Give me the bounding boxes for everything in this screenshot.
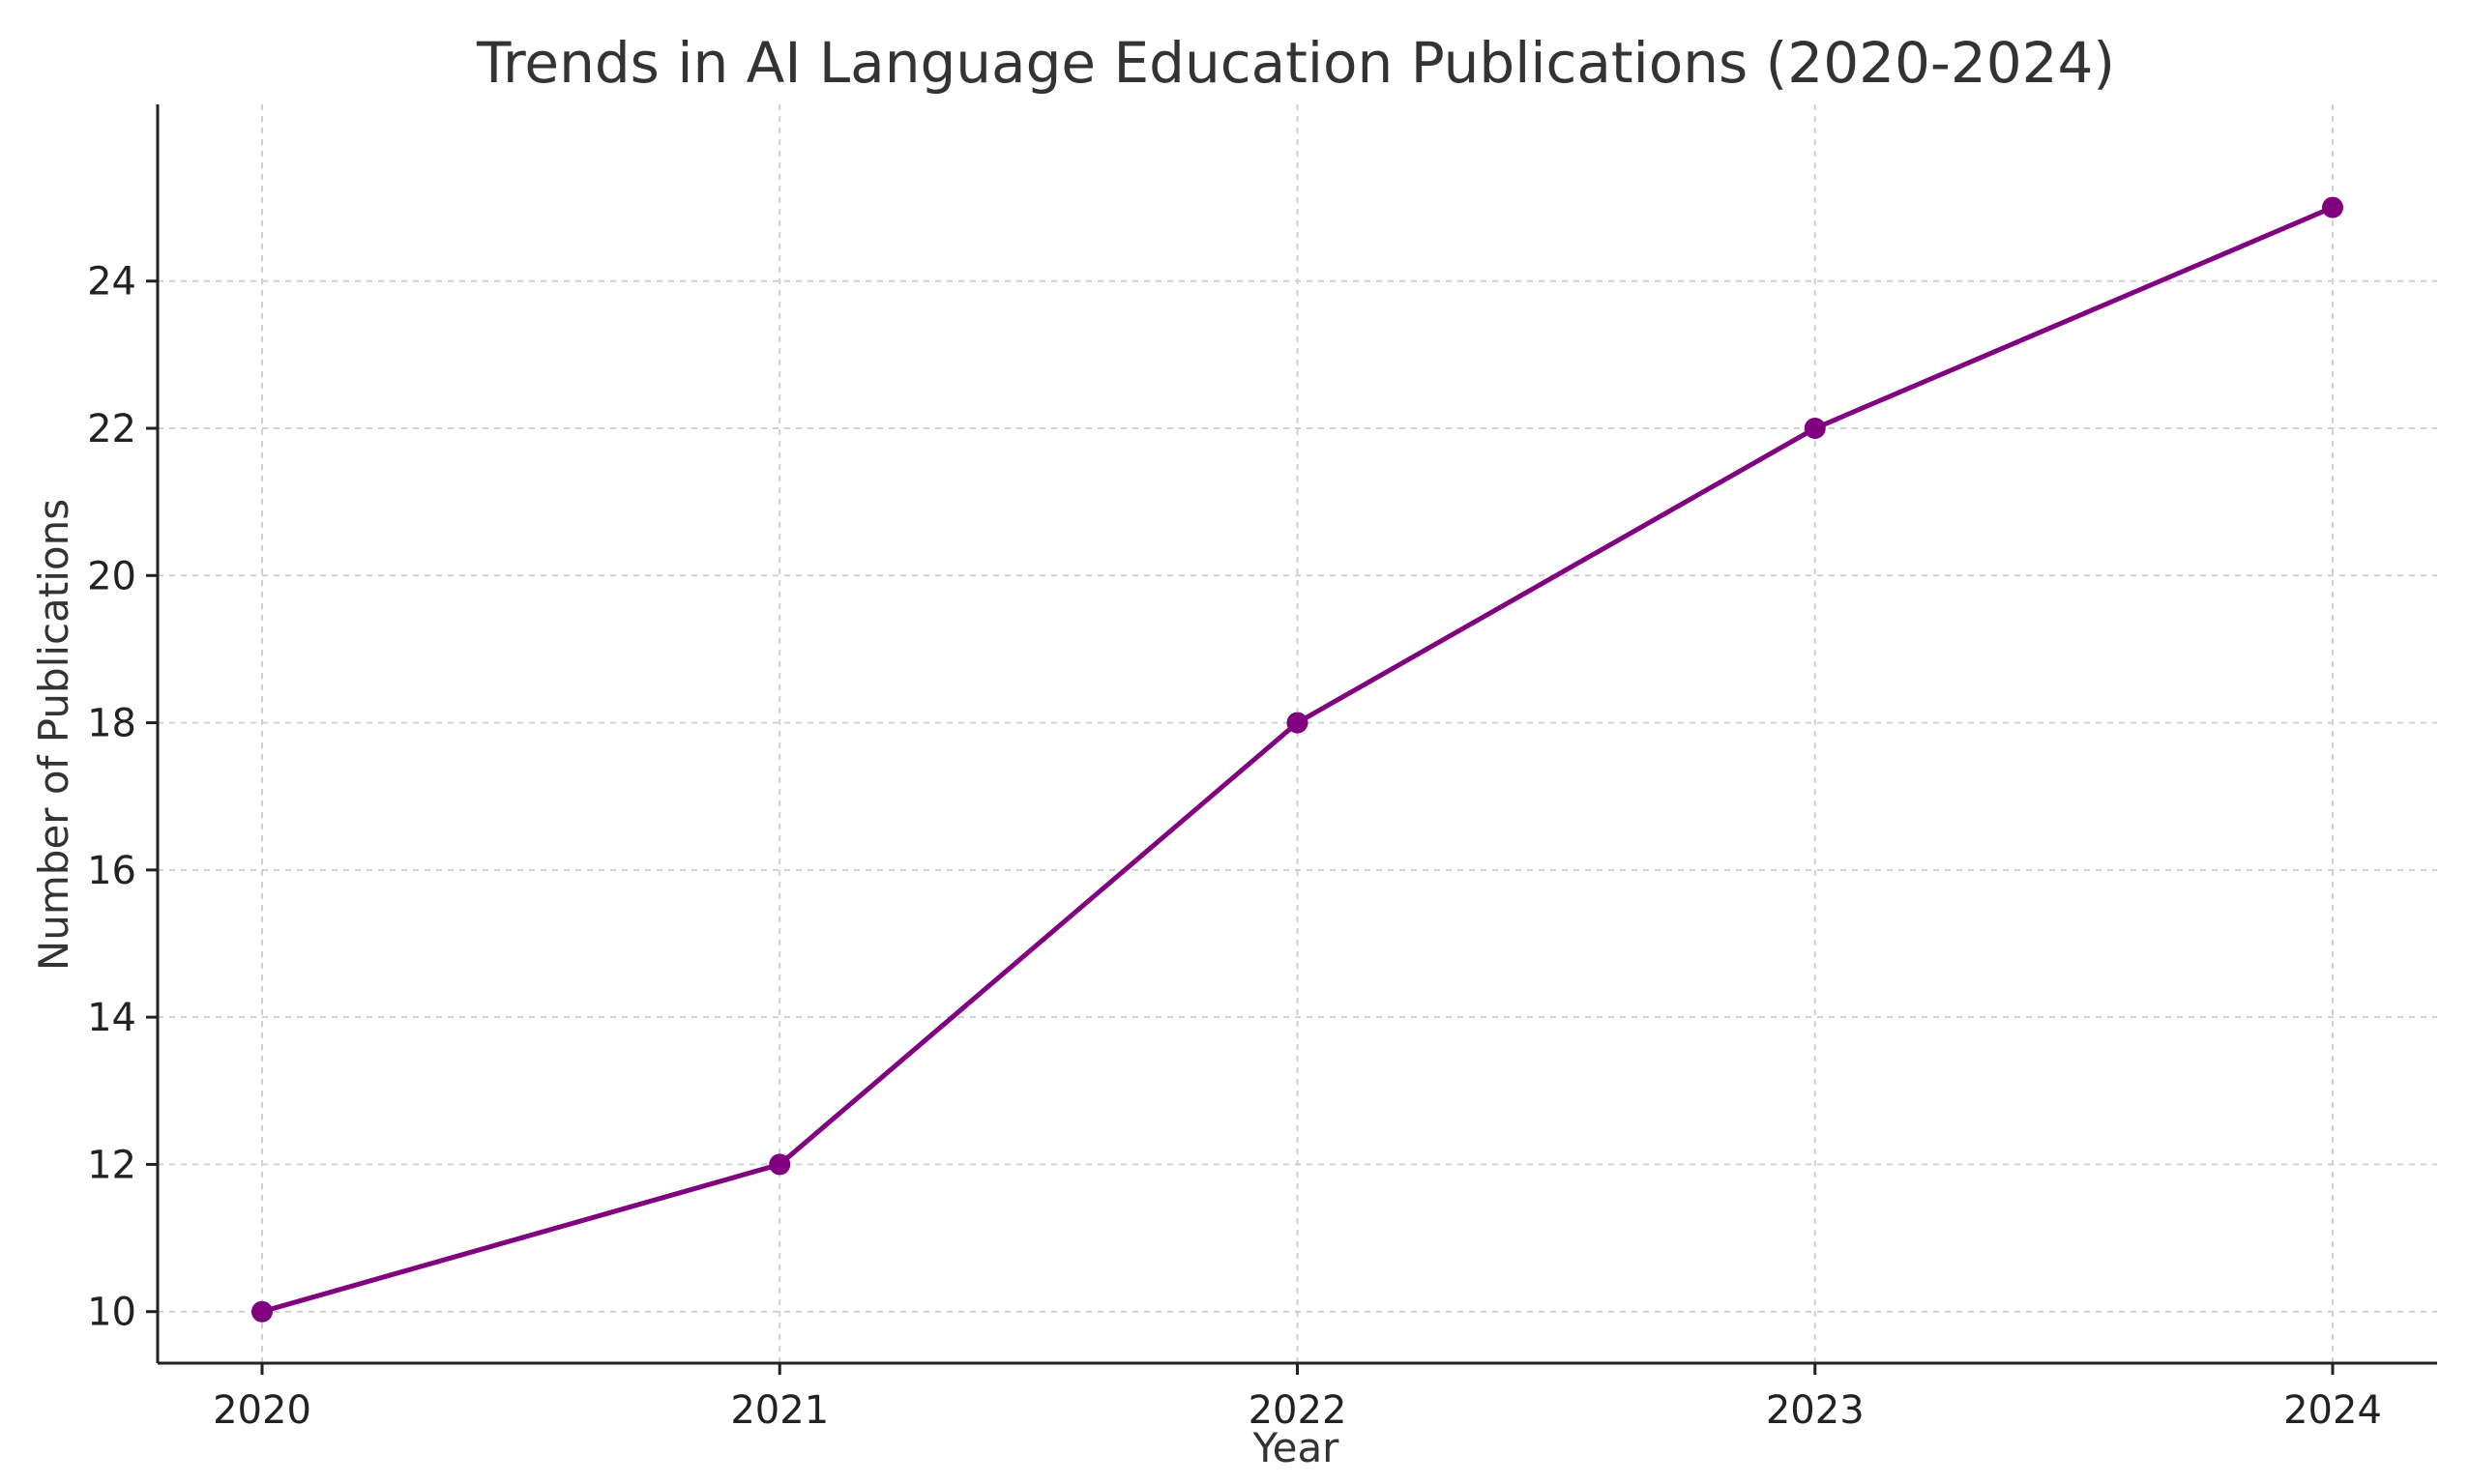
data-point: [2322, 196, 2343, 218]
data-point: [769, 1153, 791, 1176]
x-tick-label: 2024: [2283, 1388, 2382, 1433]
y-tick-label: 24: [87, 260, 136, 305]
data-series: [251, 196, 2343, 1323]
x-tick-label: 2021: [730, 1388, 829, 1433]
data-point: [1286, 712, 1308, 734]
x-tick-label: 2023: [1766, 1388, 1865, 1433]
chart-title: Trends in AI Language Education Publicat…: [476, 30, 2115, 96]
y-tick-label: 10: [87, 1291, 136, 1335]
x-axis-label: Year: [1252, 1424, 1340, 1471]
x-tick-label: 2020: [213, 1388, 311, 1433]
x-tick-label: 2022: [1249, 1388, 1347, 1433]
data-point: [251, 1300, 273, 1323]
grid: [158, 104, 2437, 1363]
y-axis-label: Number of Publications: [30, 499, 77, 971]
y-tick-label: 16: [87, 849, 136, 893]
y-tick-label: 18: [87, 702, 136, 746]
y-tick-label: 14: [87, 996, 136, 1040]
y-tick-label: 12: [87, 1143, 136, 1187]
y-tick-label: 20: [87, 554, 136, 598]
data-point: [1804, 418, 1826, 440]
y-tick-label: 22: [87, 407, 136, 451]
